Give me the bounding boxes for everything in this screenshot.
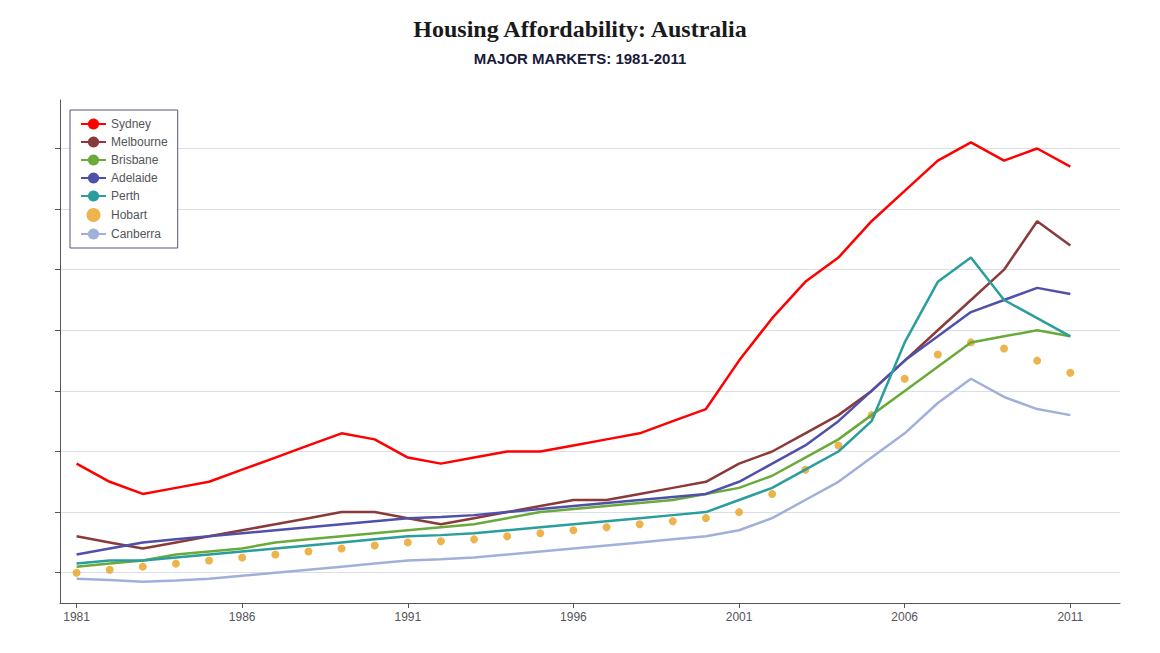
svg-text:1996: 1996 — [560, 610, 587, 624]
svg-text:2001: 2001 — [726, 610, 753, 624]
svg-text:1991: 1991 — [394, 610, 421, 624]
svg-text:Hobart: Hobart — [111, 208, 148, 222]
svg-text:MAJOR MARKETS: 1981-2011: MAJOR MARKETS: 1981-2011 — [474, 50, 687, 67]
svg-text:Perth: Perth — [111, 189, 140, 203]
svg-text:1986: 1986 — [229, 610, 256, 624]
svg-text:Sydney: Sydney — [111, 117, 151, 131]
svg-text:2011: 2011 — [1057, 610, 1083, 624]
svg-text:Brisbane: Brisbane — [111, 153, 159, 167]
svg-text:Adelaide: Adelaide — [111, 171, 158, 185]
svg-text:1981: 1981 — [63, 610, 90, 624]
svg-text:2006: 2006 — [891, 610, 918, 624]
svg-text:Canberra: Canberra — [111, 227, 161, 241]
svg-text:Housing Affordability: Austral: Housing Affordability: Australia — [413, 16, 746, 42]
svg-text:Melbourne: Melbourne — [111, 135, 168, 149]
